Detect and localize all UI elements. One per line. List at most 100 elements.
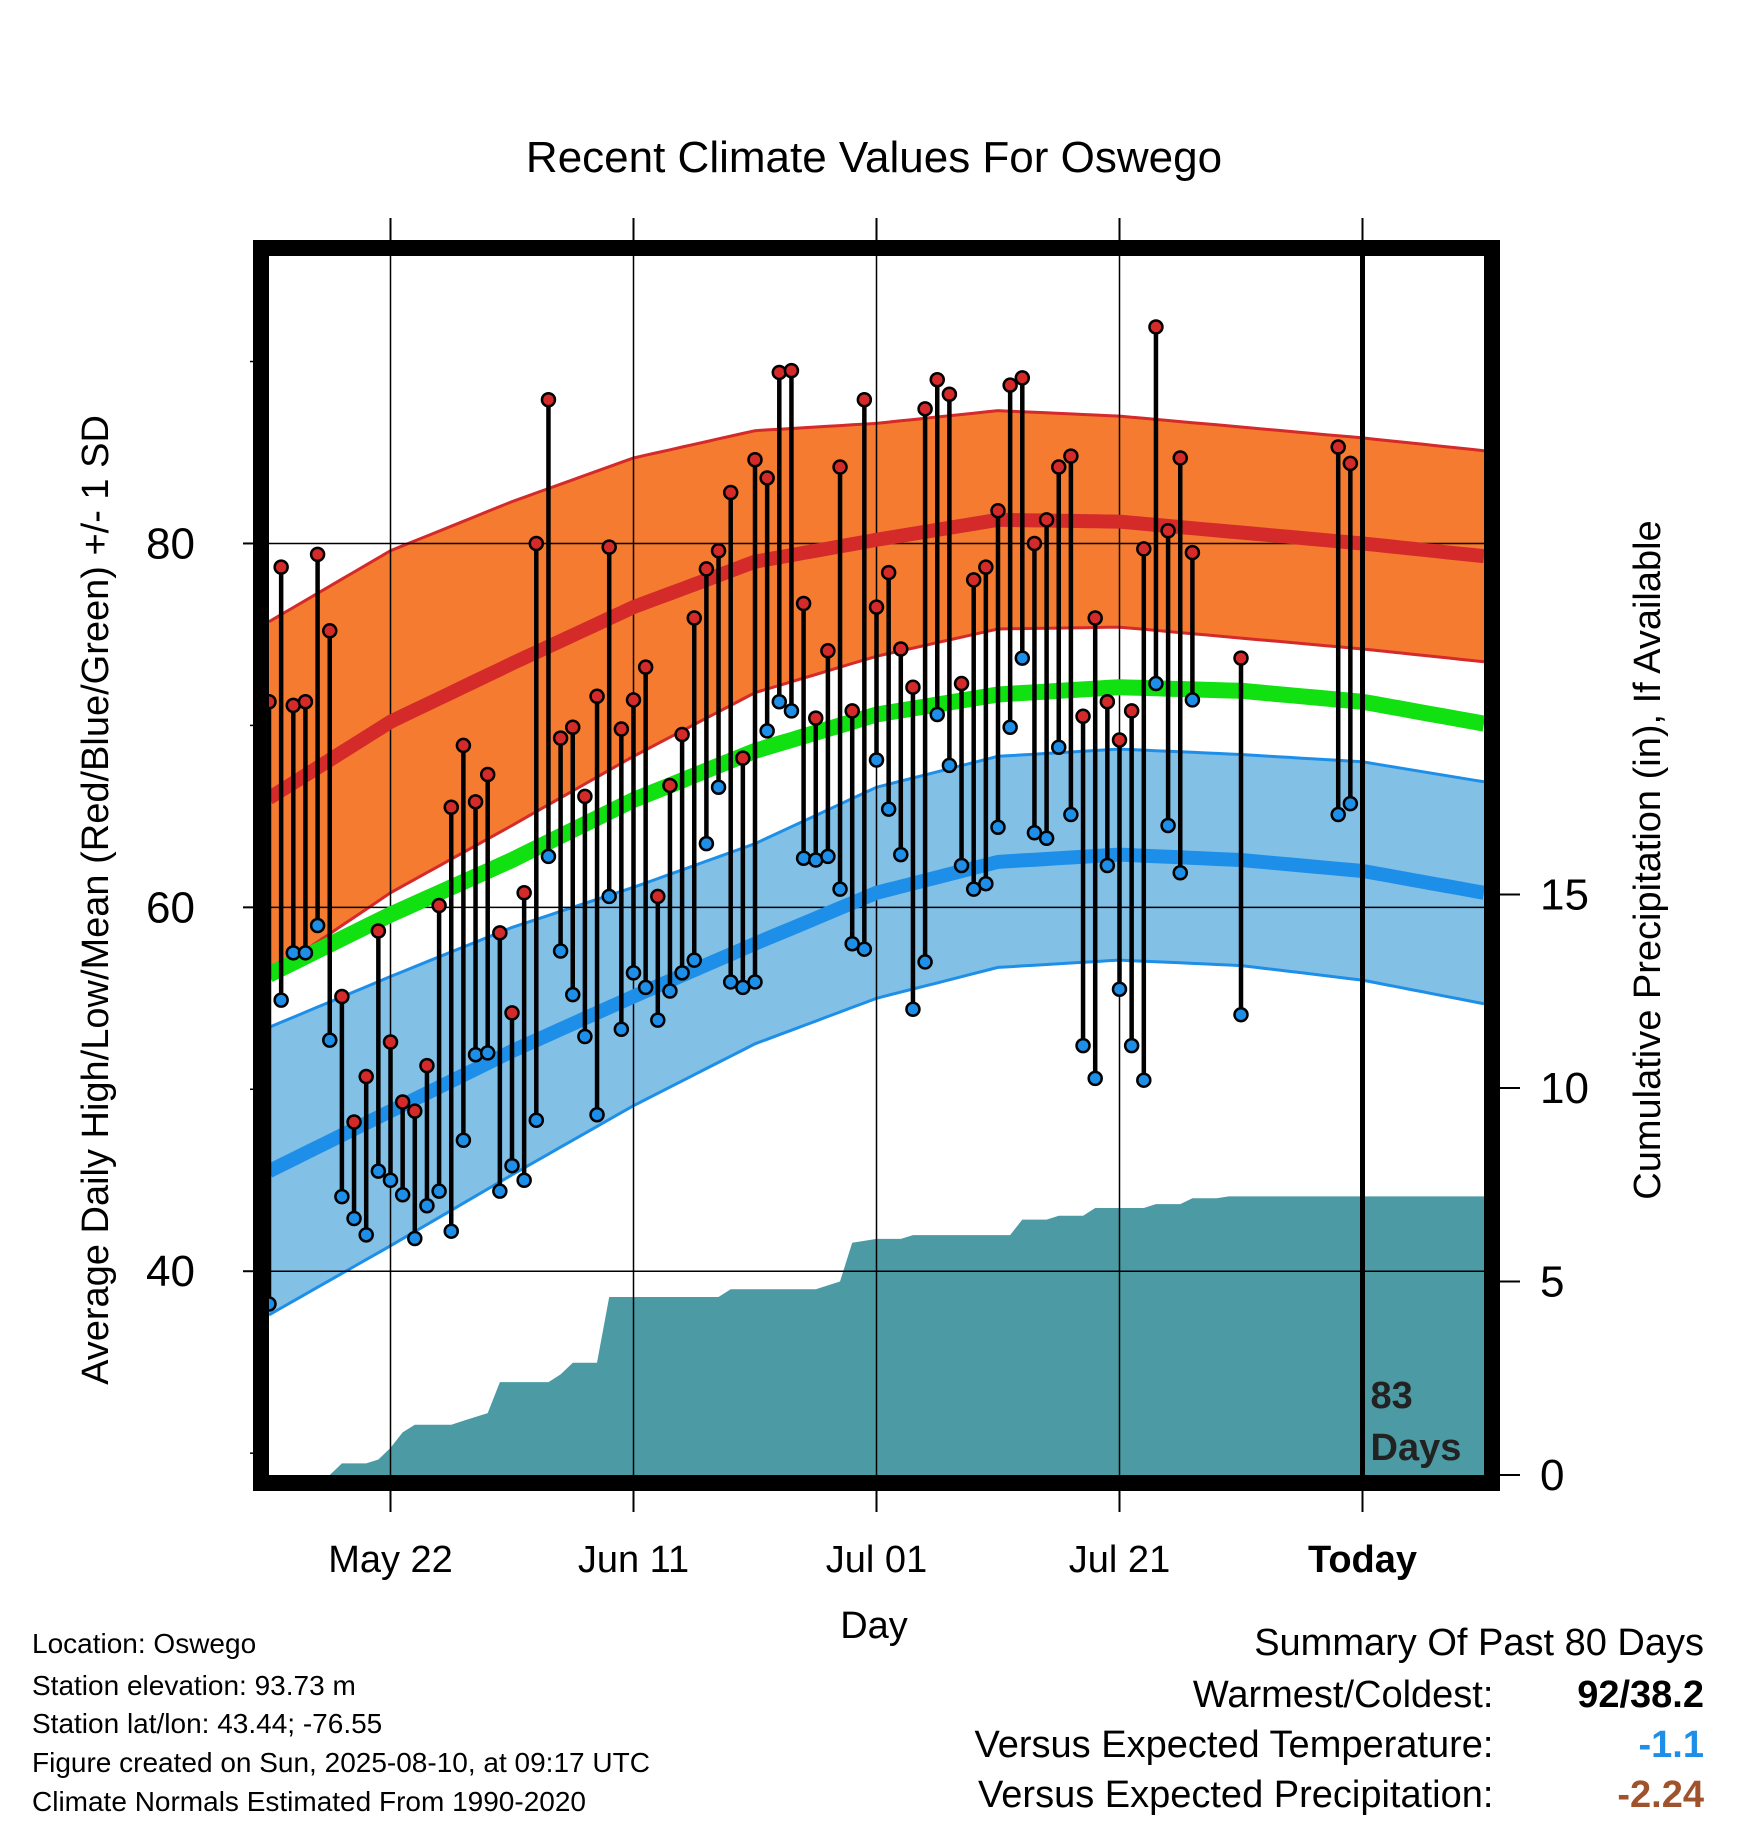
- observed-low-point: [589, 1107, 605, 1123]
- observed-high-point: [407, 1103, 423, 1119]
- normal-low-line: [269, 847, 1484, 1178]
- observed-low-point: [443, 1223, 459, 1239]
- info-latlon: Station lat/lon: 43.44; -76.55: [32, 1708, 383, 1739]
- observed-high-point: [1026, 535, 1043, 552]
- observed-low-point: [407, 1230, 423, 1247]
- observed-high-point: [953, 675, 970, 692]
- observed-high-point: [455, 737, 472, 754]
- observed-low-point: [455, 1132, 472, 1148]
- observed-high-point: [1051, 459, 1067, 475]
- observed-high-point: [929, 371, 945, 388]
- observed-high-point: [309, 546, 326, 563]
- observed-low-point: [334, 1188, 350, 1205]
- observed-high-point: [479, 766, 496, 783]
- observed-low-point: [577, 1028, 593, 1045]
- observed-high-point: [1111, 732, 1128, 748]
- observed-low-point: [844, 935, 860, 952]
- observed-high-point: [1160, 522, 1176, 539]
- observed-high-point: [637, 659, 654, 675]
- observed-low-point: [1342, 795, 1359, 812]
- observed-high-point: [820, 643, 836, 659]
- observed-high-point: [674, 726, 690, 743]
- observed-high-point: [394, 1094, 411, 1110]
- observed-low-point: [893, 846, 909, 863]
- observed-low-point: [698, 835, 715, 852]
- observed-high-point: [273, 559, 289, 575]
- summary-temp-row: Versus Expected Temperature: -1.1: [975, 1724, 1704, 1767]
- observed-high-point: [346, 1114, 362, 1130]
- observed-low-point: [601, 888, 617, 905]
- days-count-label: Days: [1371, 1427, 1462, 1469]
- observed-low-point: [1087, 1070, 1103, 1087]
- observed-low-point: [1038, 830, 1055, 846]
- y-tick-label: 40: [146, 1247, 195, 1296]
- observed-high-point: [467, 794, 484, 810]
- observed-high-point: [358, 1068, 374, 1085]
- observed-low-point: [735, 979, 751, 996]
- summary-precip-value: -2.24: [1617, 1774, 1704, 1816]
- observed-high-point: [382, 1034, 399, 1050]
- observed-high-point: [1075, 708, 1091, 725]
- info-location: Location: Oswego: [32, 1628, 257, 1659]
- observed-high-point: [686, 610, 702, 626]
- info-elevation: Station elevation: 93.73 m: [32, 1670, 356, 1701]
- observed-low-point: [637, 979, 654, 996]
- observed-high-point: [856, 391, 873, 408]
- observed-low-point: [1330, 806, 1346, 823]
- observed-high-point: [978, 559, 994, 575]
- observed-low-point: [1111, 981, 1128, 997]
- observed-low-point: [269, 1296, 277, 1312]
- observed-high-point: [747, 452, 763, 468]
- observed-low-point: [322, 1032, 338, 1048]
- observed-low-point: [565, 986, 581, 1003]
- summary-warmest-row: Warmest/Coldest: 92/38.2: [1193, 1674, 1704, 1717]
- observed-low-point: [1233, 1006, 1249, 1023]
- observed-low-point: [516, 1172, 532, 1189]
- x-axis-label: Day: [840, 1605, 908, 1647]
- summary-precip-row: Versus Expected Precipitation: -2.24: [978, 1774, 1704, 1817]
- x-tick-label: Today: [1308, 1539, 1417, 1581]
- observed-low-point: [868, 752, 885, 768]
- observed-high-point: [552, 730, 569, 746]
- x-tick-label: May 22: [328, 1539, 453, 1581]
- observed-low-point: [1160, 817, 1176, 834]
- observed-low-point: [650, 1012, 666, 1028]
- observed-low-point: [941, 757, 958, 774]
- summary-precip-label: Versus Expected Precipitation:: [978, 1774, 1494, 1816]
- observed-low-point: [905, 1001, 921, 1017]
- info-normals: Climate Normals Estimated From 1990-2020: [32, 1786, 586, 1817]
- observed-low-point: [479, 1045, 496, 1061]
- observed-high-point: [990, 502, 1006, 519]
- observed-high-point: [965, 572, 982, 588]
- observed-low-point: [1148, 675, 1164, 692]
- summary-temp-label: Versus Expected Temperature:: [974, 1724, 1494, 1766]
- summary-warmest-value: 92/38.2: [1577, 1674, 1704, 1716]
- observed-high-point: [540, 391, 557, 408]
- observed-high-point: [443, 799, 459, 816]
- observed-high-point: [1014, 370, 1031, 386]
- observed-high-point: [1342, 455, 1359, 472]
- observed-low-point: [309, 917, 326, 934]
- observed-low-point: [1136, 1072, 1152, 1088]
- observed-high-point: [589, 688, 605, 705]
- observed-low-point: [929, 706, 945, 723]
- normal-high-line: [269, 512, 1484, 805]
- observed-high-point: [613, 721, 630, 737]
- observed-low-point: [1051, 739, 1067, 755]
- observed-high-point: [783, 362, 800, 379]
- observed-high-point: [905, 679, 921, 695]
- observed-low-point: [965, 881, 982, 897]
- observed-low-point: [1172, 865, 1188, 881]
- observed-low-point: [1099, 857, 1116, 874]
- observed-high-point: [334, 988, 350, 1005]
- observed-low-point: [492, 1183, 508, 1199]
- observed-low-point: [795, 850, 812, 866]
- observed-low-point: [528, 1112, 545, 1128]
- observed-low-point: [759, 723, 775, 739]
- observed-low-point: [552, 943, 569, 959]
- y-right-tick-label: 0: [1540, 1451, 1564, 1500]
- observed-high-point: [625, 692, 642, 708]
- observed-low-point: [978, 875, 994, 892]
- observed-high-point: [722, 484, 739, 501]
- observed-high-point: [917, 401, 933, 417]
